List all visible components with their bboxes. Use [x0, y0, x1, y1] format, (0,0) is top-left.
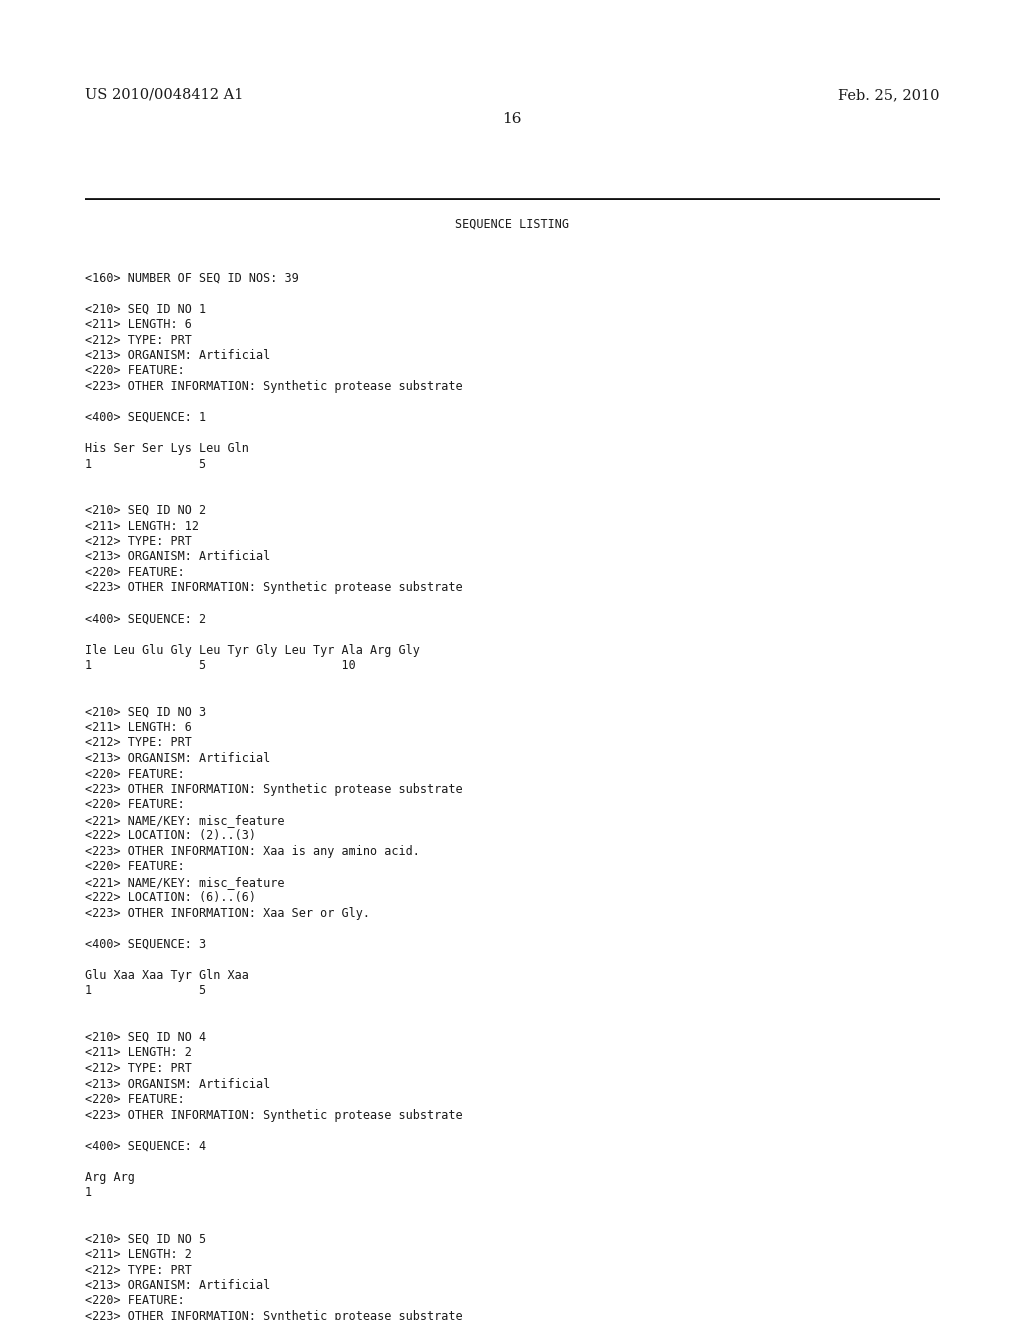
Text: <223> OTHER INFORMATION: Xaa Ser or Gly.: <223> OTHER INFORMATION: Xaa Ser or Gly.: [85, 907, 370, 920]
Text: <213> ORGANISM: Artificial: <213> ORGANISM: Artificial: [85, 550, 270, 564]
Text: SEQUENCE LISTING: SEQUENCE LISTING: [455, 218, 569, 231]
Text: <213> ORGANISM: Artificial: <213> ORGANISM: Artificial: [85, 348, 270, 362]
Text: 1               5: 1 5: [85, 985, 206, 998]
Text: <221> NAME/KEY: misc_feature: <221> NAME/KEY: misc_feature: [85, 876, 285, 888]
Text: <210> SEQ ID NO 1: <210> SEQ ID NO 1: [85, 302, 206, 315]
Text: <212> TYPE: PRT: <212> TYPE: PRT: [85, 1063, 191, 1074]
Text: <210> SEQ ID NO 4: <210> SEQ ID NO 4: [85, 1031, 206, 1044]
Text: His Ser Ser Lys Leu Gln: His Ser Ser Lys Leu Gln: [85, 442, 249, 455]
Text: <220> FEATURE:: <220> FEATURE:: [85, 364, 184, 378]
Text: <223> OTHER INFORMATION: Synthetic protease substrate: <223> OTHER INFORMATION: Synthetic prote…: [85, 380, 463, 393]
Text: <222> LOCATION: (2)..(3): <222> LOCATION: (2)..(3): [85, 829, 256, 842]
Text: <210> SEQ ID NO 3: <210> SEQ ID NO 3: [85, 705, 206, 718]
Text: Glu Xaa Xaa Tyr Gln Xaa: Glu Xaa Xaa Tyr Gln Xaa: [85, 969, 249, 982]
Text: <220> FEATURE:: <220> FEATURE:: [85, 861, 184, 874]
Text: 1: 1: [85, 1185, 92, 1199]
Text: 16: 16: [502, 112, 522, 125]
Text: <223> OTHER INFORMATION: Synthetic protease substrate: <223> OTHER INFORMATION: Synthetic prote…: [85, 1309, 463, 1320]
Text: <213> ORGANISM: Artificial: <213> ORGANISM: Artificial: [85, 1279, 270, 1292]
Text: <223> OTHER INFORMATION: Synthetic protease substrate: <223> OTHER INFORMATION: Synthetic prote…: [85, 1109, 463, 1122]
Text: US 2010/0048412 A1: US 2010/0048412 A1: [85, 88, 244, 102]
Text: <213> ORGANISM: Artificial: <213> ORGANISM: Artificial: [85, 752, 270, 766]
Text: <400> SEQUENCE: 2: <400> SEQUENCE: 2: [85, 612, 206, 626]
Text: <400> SEQUENCE: 3: <400> SEQUENCE: 3: [85, 939, 206, 950]
Text: <212> TYPE: PRT: <212> TYPE: PRT: [85, 334, 191, 346]
Text: <220> FEATURE:: <220> FEATURE:: [85, 767, 184, 780]
Text: 1               5                   10: 1 5 10: [85, 659, 355, 672]
Text: <212> TYPE: PRT: <212> TYPE: PRT: [85, 535, 191, 548]
Text: <212> TYPE: PRT: <212> TYPE: PRT: [85, 1263, 191, 1276]
Text: <210> SEQ ID NO 2: <210> SEQ ID NO 2: [85, 504, 206, 517]
Text: <220> FEATURE:: <220> FEATURE:: [85, 566, 184, 579]
Text: Feb. 25, 2010: Feb. 25, 2010: [839, 88, 940, 102]
Text: <213> ORGANISM: Artificial: <213> ORGANISM: Artificial: [85, 1077, 270, 1090]
Text: Ile Leu Glu Gly Leu Tyr Gly Leu Tyr Ala Arg Gly: Ile Leu Glu Gly Leu Tyr Gly Leu Tyr Ala …: [85, 644, 420, 656]
Text: <211> LENGTH: 12: <211> LENGTH: 12: [85, 520, 199, 532]
Text: <400> SEQUENCE: 1: <400> SEQUENCE: 1: [85, 411, 206, 424]
Text: <210> SEQ ID NO 5: <210> SEQ ID NO 5: [85, 1233, 206, 1246]
Text: <223> OTHER INFORMATION: Synthetic protease substrate: <223> OTHER INFORMATION: Synthetic prote…: [85, 783, 463, 796]
Text: <223> OTHER INFORMATION: Synthetic protease substrate: <223> OTHER INFORMATION: Synthetic prote…: [85, 582, 463, 594]
Text: <221> NAME/KEY: misc_feature: <221> NAME/KEY: misc_feature: [85, 814, 285, 828]
Text: <400> SEQUENCE: 4: <400> SEQUENCE: 4: [85, 1139, 206, 1152]
Text: <220> FEATURE:: <220> FEATURE:: [85, 1295, 184, 1308]
Text: <211> LENGTH: 2: <211> LENGTH: 2: [85, 1247, 191, 1261]
Text: <211> LENGTH: 6: <211> LENGTH: 6: [85, 721, 191, 734]
Text: 1               5: 1 5: [85, 458, 206, 470]
Text: <220> FEATURE:: <220> FEATURE:: [85, 1093, 184, 1106]
Text: <160> NUMBER OF SEQ ID NOS: 39: <160> NUMBER OF SEQ ID NOS: 39: [85, 272, 299, 285]
Text: <211> LENGTH: 2: <211> LENGTH: 2: [85, 1047, 191, 1060]
Text: <222> LOCATION: (6)..(6): <222> LOCATION: (6)..(6): [85, 891, 256, 904]
Text: Arg Arg: Arg Arg: [85, 1171, 135, 1184]
Text: <212> TYPE: PRT: <212> TYPE: PRT: [85, 737, 191, 750]
Text: <211> LENGTH: 6: <211> LENGTH: 6: [85, 318, 191, 331]
Text: <220> FEATURE:: <220> FEATURE:: [85, 799, 184, 812]
Text: <223> OTHER INFORMATION: Xaa is any amino acid.: <223> OTHER INFORMATION: Xaa is any amin…: [85, 845, 420, 858]
